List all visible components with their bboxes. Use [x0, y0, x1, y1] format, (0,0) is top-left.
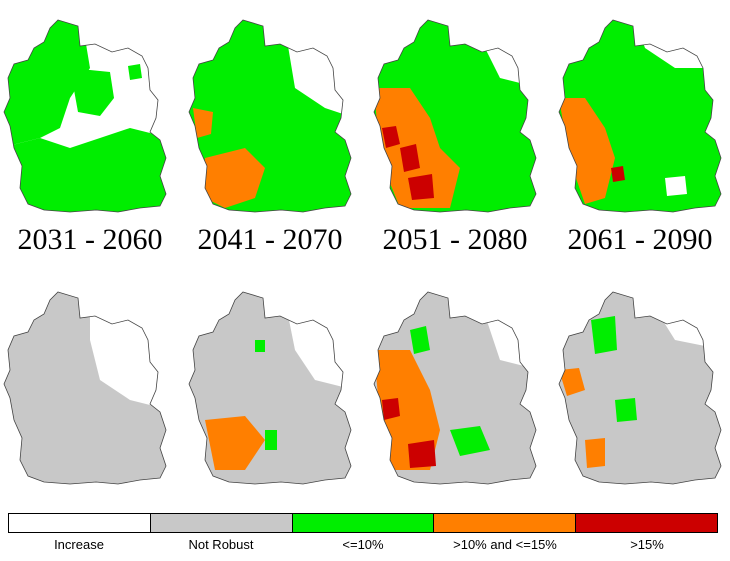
- legend-swatch-le10: [292, 514, 435, 532]
- legend-swatch-not-robust: [150, 514, 293, 532]
- legend-color-bar: [8, 513, 718, 533]
- legend-label-increase: Increase: [54, 537, 104, 552]
- legend-label-gt10-le15: >10% and <=15%: [453, 537, 557, 552]
- legend-swatch-gt15: [576, 514, 717, 532]
- legend-swatch-gt10-le15: [434, 514, 577, 532]
- legend-label-le10: <=10%: [342, 537, 384, 552]
- map-2051-2080-top: [373, 19, 537, 213]
- map-2041-2070-top: [188, 19, 352, 213]
- period-label-3: 2051 - 2080: [382, 223, 528, 256]
- legend-label-not-robust: Not Robust: [188, 537, 254, 552]
- map-2061-2090-top: [558, 19, 722, 213]
- map-2031-2060-top: [3, 19, 167, 213]
- map-2031-2060-bottom: [3, 291, 167, 485]
- legend-swatch-increase: [9, 514, 151, 532]
- period-label-1: 2031 - 2060: [17, 223, 163, 256]
- map-2061-2090-bottom: [558, 291, 722, 485]
- period-label-2: 2041 - 2070: [197, 223, 343, 256]
- legend-label-gt15: >15%: [630, 537, 664, 552]
- legend-labels: Increase Not Robust <=10% >10% and <=15%…: [8, 537, 718, 552]
- map-2041-2070-bottom: [188, 291, 352, 485]
- period-label-4: 2061 - 2090: [567, 223, 713, 256]
- map-2051-2080-bottom: [373, 291, 537, 485]
